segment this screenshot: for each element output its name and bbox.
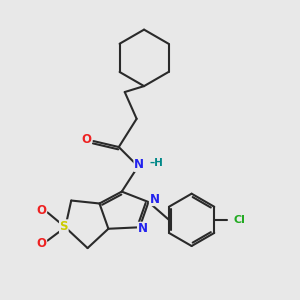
Text: S: S [60, 220, 68, 233]
Text: O: O [37, 236, 46, 250]
Text: –H: –H [149, 158, 163, 168]
Text: O: O [37, 203, 46, 217]
Text: O: O [81, 133, 91, 146]
Text: N: N [138, 222, 148, 235]
Text: N: N [134, 158, 144, 171]
Text: N: N [149, 193, 160, 206]
Text: Cl: Cl [233, 215, 245, 225]
